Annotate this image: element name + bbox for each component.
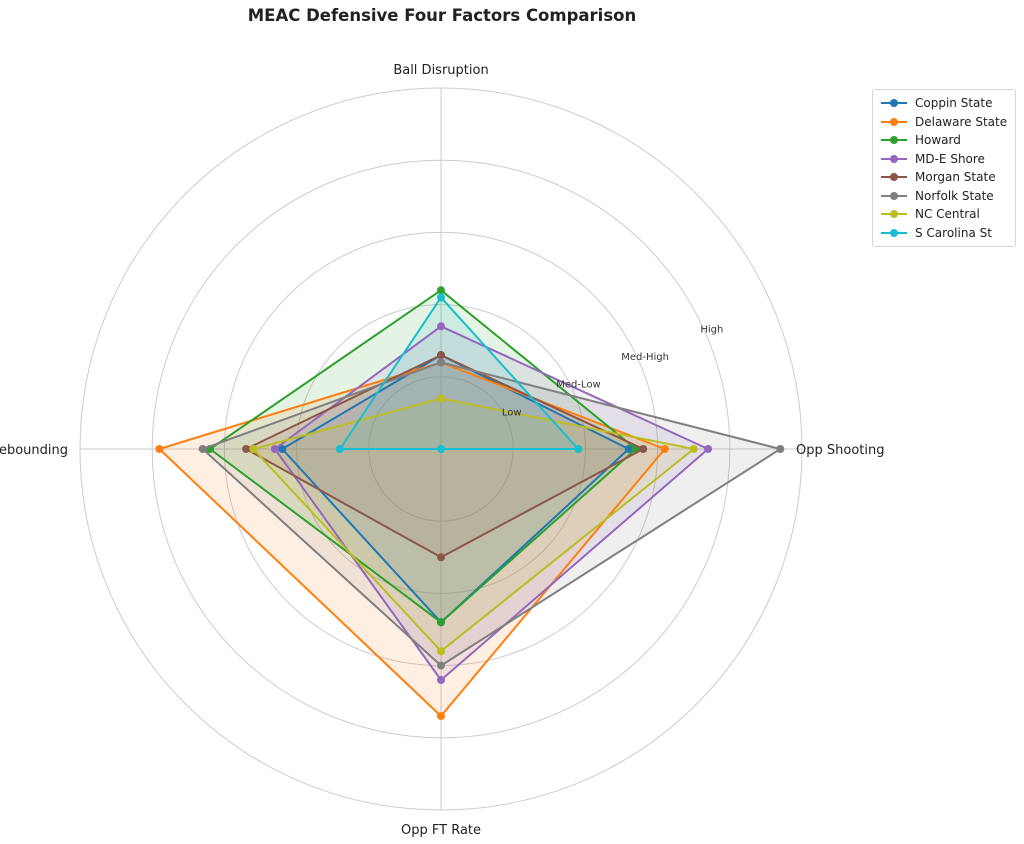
data-point: [624, 445, 633, 453]
ring-label: Med-High: [621, 352, 669, 363]
legend-item: NC Central: [873, 205, 1015, 224]
legend-swatch: [881, 172, 907, 182]
series-area: [339, 297, 579, 449]
data-point: [437, 712, 445, 721]
legend-label: Delaware State: [915, 114, 1008, 129]
data-point: [278, 445, 287, 453]
data-point: [437, 322, 445, 331]
data-point: [249, 445, 258, 453]
legend-item: MD-E Shore: [873, 150, 1015, 169]
ring-label: Low: [502, 407, 522, 418]
data-point: [242, 445, 251, 453]
legend-item: Coppin State: [873, 94, 1015, 113]
legend-label: S Carolina St: [915, 225, 992, 240]
data-point: [689, 445, 698, 453]
legend: Coppin State Delaware State Howard MD-E Sho…: [872, 89, 1016, 247]
data-point: [437, 676, 445, 684]
legend-item: Norfolk State: [873, 187, 1015, 206]
data-point: [335, 445, 344, 453]
legend-label: Morgan State: [915, 170, 996, 185]
legend-swatch: [881, 209, 907, 219]
data-point: [660, 445, 669, 453]
data-point: [198, 445, 207, 453]
data-point: [437, 351, 445, 360]
data-point: [437, 358, 445, 367]
ring-label: Med-Low: [556, 380, 600, 391]
data-point: [437, 661, 445, 670]
legend-item: Morgan State: [873, 168, 1015, 187]
chart-title: MEAC Defensive Four Factors Comparison: [247, 6, 637, 25]
axis-label: Opp Shooting: [796, 443, 884, 458]
data-point: [437, 394, 445, 403]
data-point: [155, 445, 164, 453]
data-point: [437, 286, 445, 295]
legend-item: Delaware State: [873, 113, 1015, 132]
axis-label: Ball Disruption: [393, 63, 488, 78]
ring-label: High: [700, 324, 723, 335]
legend-swatch: [881, 191, 907, 201]
series-area: [282, 355, 629, 623]
series-area: [210, 290, 636, 623]
data-point: [574, 445, 583, 453]
legend-label: Coppin State: [915, 96, 993, 111]
series-fills: [159, 290, 781, 717]
legend-label: Norfolk State: [915, 188, 994, 203]
data-point: [437, 293, 445, 302]
axis-labels: Ball Disruption Opp Shooting Opp FT Rate De…: [0, 63, 884, 838]
legend-item: S Carolina St: [873, 224, 1015, 243]
legend-swatch: [881, 135, 907, 145]
data-point: [437, 647, 445, 656]
legend-swatch: [881, 98, 907, 108]
data-point: [437, 445, 445, 453]
data-point: [776, 445, 785, 453]
axis-label: Def Rebounding: [0, 443, 68, 458]
series-lines: [155, 286, 785, 721]
series-area: [253, 398, 694, 652]
legend-swatch: [881, 228, 907, 238]
legend-label: MD-E Shore: [915, 151, 985, 166]
legend-label: Howard: [915, 133, 961, 148]
legend-item: Howard: [873, 131, 1015, 150]
legend-swatch: [881, 117, 907, 127]
legend-swatch: [881, 154, 907, 164]
legend-label: NC Central: [915, 207, 980, 222]
data-point: [270, 445, 279, 453]
data-point: [437, 618, 445, 627]
data-point: [704, 445, 713, 453]
data-point: [437, 553, 445, 562]
axis-label: Opp FT Rate: [401, 823, 481, 838]
data-point: [639, 445, 648, 453]
